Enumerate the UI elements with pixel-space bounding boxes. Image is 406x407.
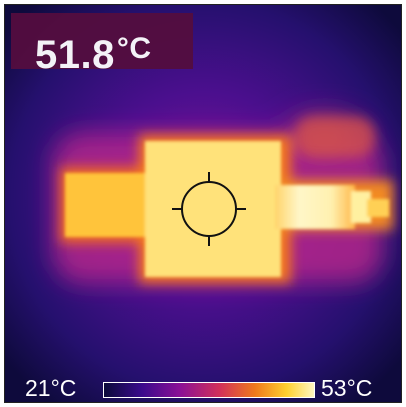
spot-temperature-value: 51.8 [35,33,115,77]
crosshair-icon [172,172,246,246]
thermal-viewer-frame: 51.8°C 21°C 53°C [4,4,402,403]
scale-max-label: 53°C [321,375,373,401]
scale-min-label: 21°C [25,375,77,401]
spot-temperature-unit: °C [116,32,152,65]
spot-temperature-readout: 51.8°C [35,23,152,81]
spot-temperature-panel: 51.8°C [11,13,193,77]
hot-object [65,141,389,277]
color-palette-bar [103,382,315,398]
thermal-image [5,5,401,402]
